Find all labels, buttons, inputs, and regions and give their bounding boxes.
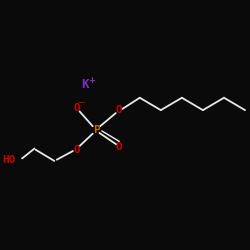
Text: +: + bbox=[88, 76, 95, 85]
Text: O: O bbox=[115, 142, 122, 152]
Text: O: O bbox=[73, 103, 80, 113]
Text: P: P bbox=[93, 125, 100, 135]
Text: HO: HO bbox=[2, 155, 16, 165]
Text: K: K bbox=[82, 78, 89, 91]
Text: O: O bbox=[73, 145, 80, 155]
Text: −: − bbox=[78, 98, 86, 108]
Text: O: O bbox=[115, 105, 122, 115]
